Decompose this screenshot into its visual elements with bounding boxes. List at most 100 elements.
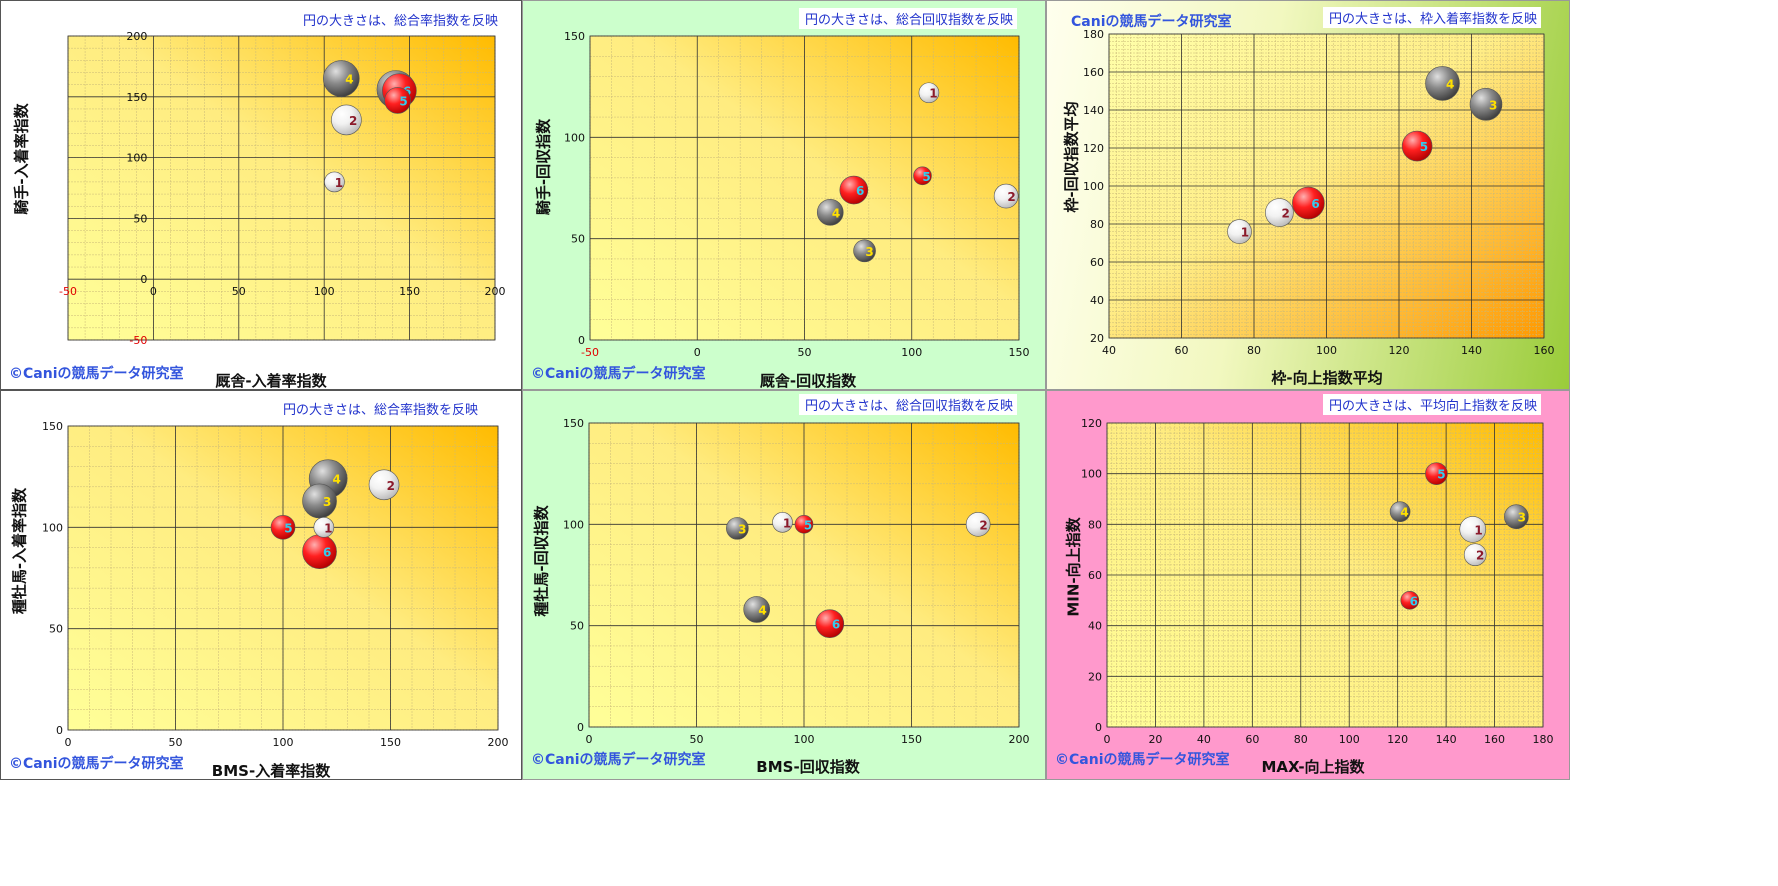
y-tick-label: 0 [140,273,147,286]
x-tick-label: 100 [901,346,922,359]
x-tick-label: 0 [1104,733,1111,746]
bubble-label: 3 [738,522,746,536]
plot-area [67,35,496,341]
bubble-label: 3 [865,245,873,259]
y-tick-label: 20 [1088,670,1102,683]
chart-panel-stable-jockey-return: -50 0 50 100 150 0 50 100 150 6 4 2 3 1 5 円の大きさは、総合回収指… [522,0,1046,390]
bubble-label: 2 [1476,549,1484,563]
bubble-horse-1 [1227,219,1252,244]
bubble-label: 4 [832,206,840,220]
y-tick-label: 150 [126,91,147,104]
bubble-label: 6 [856,184,864,198]
bubble-size-note: 円の大きさは、総合率指数を反映 [303,14,499,29]
bubble-size-note: 円の大きさは、総合回収指数を反映 [799,8,1017,29]
bubble-label: 4 [333,473,341,487]
bubble-horse-2 [331,104,362,136]
bubble-horse-1 [772,512,793,533]
x-axis-label: 厩舎-回収指数 [759,372,857,390]
credit-text: ©Caniの競馬データ研究室 [1055,752,1230,768]
bubble-horse-1 [918,82,940,104]
x-tick-label: 50 [690,733,704,746]
bubble-label: 6 [832,618,840,632]
bubble-label: 5 [804,518,812,532]
y-axis-label: 枠-回収指数平均 [1062,101,1081,213]
bubble-label: 5 [1437,468,1445,482]
x-tick-label: 80 [1247,344,1261,357]
y-tick-label: 60 [1088,569,1102,582]
bubble-horse-2 [1265,198,1294,227]
y-tick-label: 120 [1081,417,1102,430]
y-tick-label: 50 [49,623,63,636]
major-grid [588,422,1020,728]
x-tick-label: 60 [1175,344,1189,357]
bubble-label: 1 [783,516,791,530]
bubble-horse-2 [993,183,1019,209]
credit-text: ©Caniの競馬データ研究室 [9,366,184,382]
x-tick-label: 150 [399,285,420,298]
y-axis-label: 種牡馬-回収指数 [532,505,551,617]
x-tick-label: 100 [273,736,294,749]
y-axis-label: 騎手-入着率指数 [12,103,31,215]
x-tick-label: 120 [1387,733,1408,746]
x-axis-label: 枠-向上指数平均 [1271,369,1383,387]
bubble-horse-3 [302,483,337,519]
y-tick-label: 0 [1095,721,1102,734]
bubble-horse-3 [1504,504,1529,530]
bubble-size-note: 円の大きさは、枠入着率指数を反映 [1323,7,1541,28]
y-tick-label: 100 [1083,180,1104,193]
bubble-label: 2 [1007,190,1015,204]
bubble-horse-1 [313,517,335,538]
x-tick-label: 60 [1245,733,1259,746]
bubble-label: 6 [323,546,331,560]
bubble-horse-3 [726,517,749,540]
y-tick-label: 100 [1081,468,1102,481]
bubble-horse-3 [1469,88,1503,121]
y-tick-label: 20 [1090,332,1104,345]
bubble-horse-2 [368,469,400,501]
x-tick-label: 120 [1389,344,1410,357]
x-tick-label: 150 [901,733,922,746]
x-tick-label: 160 [1484,733,1505,746]
bubble-label: 1 [324,521,332,535]
bubble-size-note: 円の大きさは、平均向上指数を反映 [1323,394,1541,415]
y-tick-label: 180 [1083,28,1104,41]
y-tick-label: 100 [126,152,147,165]
bubble-label: 2 [979,518,987,532]
x-tick-label: 150 [380,736,401,749]
bubble-label: 5 [1420,140,1428,154]
y-tick-label: 100 [42,521,63,534]
major-grid [589,35,1020,341]
y-tick-label: 100 [564,131,585,144]
y-axis-label: 騎手-回収指数 [534,118,553,216]
y-tick-label: 140 [1083,104,1104,117]
bubble-horse-4 [743,596,770,623]
bubble-horse-6 [302,534,337,569]
y-tick-label: 60 [1090,256,1104,269]
chart-svg: 0 50 100 150 200 0 50 100 150 6 4 2 3 1 5 [563,417,1030,746]
bubble-size-note: 円の大きさは、総合回収指数を反映 [799,394,1017,415]
x-axis-label: BMS-回収指数 [756,758,860,776]
credit-text: ©Caniの競馬データ研究室 [531,752,706,768]
credit-text: ©Caniの競馬データ研究室 [531,366,706,382]
bubble-horse-6 [1400,591,1420,610]
y-tick-label: -50 [129,334,147,347]
bubble-label: 2 [349,114,357,128]
y-tick-label: 80 [1088,518,1102,531]
chart-svg: 40 60 80 100 120 140 1602040608010012014016018… [1083,28,1555,357]
x-tick-label: 50 [798,346,812,359]
chart-svg: 0 50 100 150 200 0 50 100 150 43 6 2 5 1 [42,420,509,749]
bubble-label: 5 [399,94,407,108]
x-tick-label: 0 [586,733,593,746]
x-tick-label: 100 [1339,733,1360,746]
x-tick-label: -50 [59,285,77,298]
x-tick-label: 140 [1461,344,1482,357]
y-tick-label: 0 [56,724,63,737]
x-tick-label: -50 [581,346,599,359]
bubble-label: 6 [1311,197,1319,211]
credit-text: ©Caniの競馬データ研究室 [9,756,184,772]
x-tick-label: 20 [1148,733,1162,746]
x-tick-label: 160 [1534,344,1555,357]
bubble-horse-5 [794,515,814,534]
